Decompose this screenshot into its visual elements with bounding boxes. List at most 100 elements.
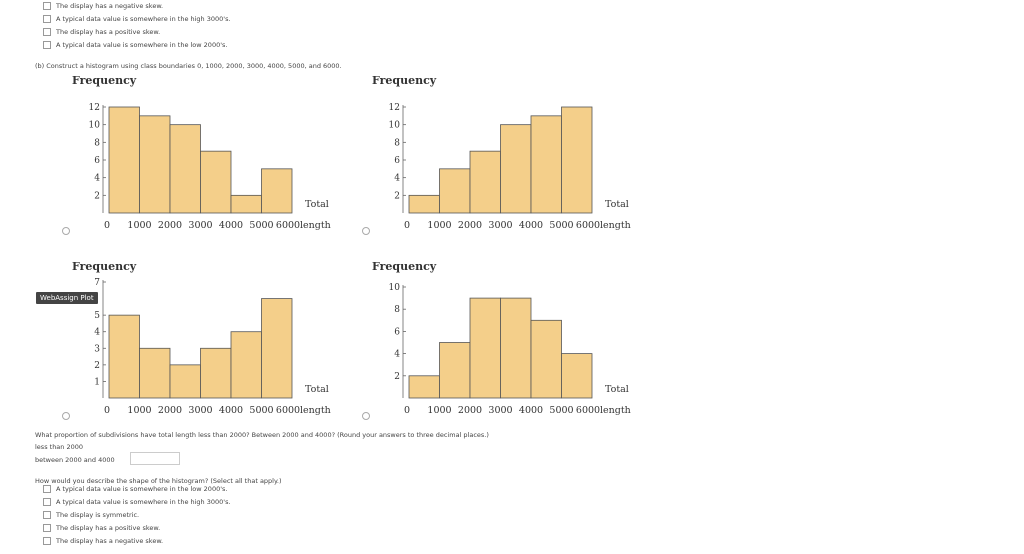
part-b-prompt: (b) Construct a histogram using class bo… — [35, 62, 342, 70]
hist-2-xtick-5: 5000 — [249, 405, 273, 416]
histogram-radio-a[interactable] — [62, 227, 70, 235]
top-option-1[interactable]: A typical data value is somewhere in the… — [43, 15, 231, 23]
hist-3-total: Total — [605, 384, 629, 395]
checkbox[interactable] — [43, 2, 51, 10]
hist-1-total: Total — [605, 199, 629, 210]
checkbox[interactable] — [43, 485, 51, 493]
hist-1-xtick-0: 0 — [404, 220, 410, 231]
hist-0-total: Total — [305, 199, 329, 210]
hist-1-xtick-1: 1000 — [427, 220, 451, 231]
hist-2-bar-0 — [108, 314, 140, 399]
hist-1-ytick-2: 6 — [394, 156, 400, 166]
hist-3-bar-2 — [469, 297, 501, 399]
option-label: A typical data value is somewhere in the… — [56, 15, 231, 23]
proportion-question: What proportion of subdivisions have tot… — [35, 431, 489, 439]
hist-2-ytick-1: 2 — [94, 361, 100, 371]
hist-2-xlabel: length — [300, 405, 331, 416]
hist-1-ytick-0: 2 — [394, 191, 400, 201]
hist-3-ytick-3: 8 — [394, 305, 400, 315]
hist-0-title: Frequency — [72, 74, 137, 87]
hist-2-bar-1 — [139, 347, 171, 399]
hist-1-bar-0 — [408, 194, 440, 214]
between-2000-4000-input[interactable] — [130, 452, 180, 465]
hist-0-xtick-3: 3000 — [188, 220, 212, 231]
hist-2-ytick-0: 1 — [94, 377, 100, 387]
checkbox[interactable] — [43, 498, 51, 506]
hist-2-xtick-1: 1000 — [127, 405, 151, 416]
hist-0-ytick-2: 6 — [94, 156, 100, 166]
hist-2-ytick-3: 4 — [94, 328, 100, 338]
option-label: The display has a negative skew. — [56, 2, 164, 10]
hist-0-xlabel: length — [300, 220, 331, 231]
hist-1-xtick-5: 5000 — [549, 220, 573, 231]
checkbox[interactable] — [43, 537, 51, 545]
hist-3-ytick-2: 6 — [394, 327, 400, 337]
histogram-radio-c[interactable] — [62, 412, 70, 420]
option-label: A typical data value is somewhere in the… — [56, 485, 228, 493]
input-label-less-2000: less than 2000 — [35, 443, 84, 451]
option-label: The display has a positive skew. — [56, 28, 161, 36]
hist-0-ytick-4: 10 — [89, 121, 101, 131]
hist-2-bar-5 — [261, 298, 293, 399]
hist-3-bar-0 — [408, 375, 440, 399]
hist-0-bar-2 — [169, 124, 201, 214]
hist-3-ytick-0: 2 — [394, 372, 400, 382]
hist-0-ytick-3: 8 — [94, 138, 100, 148]
top-option-2[interactable]: The display has a positive skew. — [43, 28, 160, 36]
bottom-option-2[interactable]: The display is symmetric. — [43, 511, 139, 519]
hist-2-bar-2 — [169, 364, 201, 399]
hist-2-bar-3 — [200, 347, 232, 399]
hist-1-bar-4 — [530, 115, 562, 214]
hist-0-bar-1 — [139, 115, 171, 214]
checkbox[interactable] — [43, 41, 51, 49]
hist-1-ytick-1: 4 — [394, 174, 400, 184]
hist-1-ytick-5: 12 — [389, 103, 400, 113]
hist-3-bar-1 — [439, 342, 471, 399]
hist-1-bar-5 — [561, 106, 593, 214]
bottom-option-3[interactable]: The display has a positive skew. — [43, 524, 160, 532]
hist-0-bar-0 — [108, 106, 140, 214]
histogram-radio-d[interactable] — [362, 412, 370, 420]
hist-0-ytick-1: 4 — [94, 174, 100, 184]
checkbox[interactable] — [43, 28, 51, 36]
hist-0-xtick-5: 5000 — [249, 220, 273, 231]
top-option-3[interactable]: A typical data value is somewhere in the… — [43, 41, 227, 49]
hist-0-bar-5 — [261, 168, 293, 214]
hist-3-bar-5 — [561, 353, 593, 399]
hist-3-xtick-0: 0 — [404, 405, 410, 416]
histogram-radio-b[interactable] — [362, 227, 370, 235]
checkbox[interactable] — [43, 15, 51, 23]
hist-3-xtick-5: 5000 — [549, 405, 573, 416]
hist-3-title: Frequency — [372, 260, 437, 273]
hist-3-xtick-6: 6000 — [576, 405, 600, 416]
hist-2-total: Total — [305, 384, 329, 395]
hist-0-xtick-6: 6000 — [276, 220, 300, 231]
checkbox[interactable] — [43, 511, 51, 519]
option-label: The display is symmetric. — [56, 511, 140, 519]
hist-1-bar-1 — [439, 168, 471, 214]
bottom-option-1[interactable]: A typical data value is somewhere in the… — [43, 498, 231, 506]
hist-1-bar-3 — [500, 124, 532, 214]
hist-3-xtick-1: 1000 — [427, 405, 451, 416]
hist-0-ytick-0: 2 — [94, 191, 100, 201]
hist-1-xtick-4: 4000 — [519, 220, 543, 231]
bottom-option-4[interactable]: The display has a negative skew. — [43, 537, 163, 545]
hist-3-xtick-3: 3000 — [488, 405, 512, 416]
hist-0-xtick-0: 0 — [104, 220, 110, 231]
bottom-option-0[interactable]: A typical data value is somewhere in the… — [43, 485, 227, 493]
hist-2-ytick-2: 3 — [94, 344, 100, 354]
hist-3-xlabel: length — [600, 405, 631, 416]
hist-2-xtick-2: 2000 — [158, 405, 182, 416]
option-label: The display has a negative skew. — [56, 537, 164, 545]
hist-3-ytick-1: 4 — [394, 350, 400, 360]
top-option-0[interactable]: The display has a negative skew. — [43, 2, 163, 10]
hist-0-ytick-5: 12 — [89, 103, 100, 113]
checkbox[interactable] — [43, 524, 51, 532]
input-label-between: between 2000 and 4000 — [35, 456, 115, 464]
hist-3-bar-3 — [500, 297, 532, 399]
hist-2-xtick-6: 6000 — [276, 405, 300, 416]
hist-0-bar-4 — [230, 194, 262, 214]
hist-1-ytick-3: 8 — [394, 138, 400, 148]
hist-1-xtick-3: 3000 — [488, 220, 512, 231]
